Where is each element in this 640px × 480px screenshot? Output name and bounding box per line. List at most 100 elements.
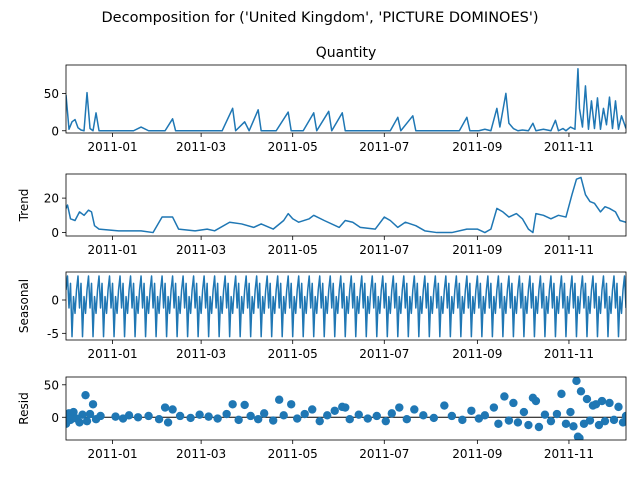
- resid-point: [566, 407, 575, 417]
- resid-point: [509, 398, 518, 408]
- panel-resid: Resid 0 50 2011-01 2011-03 2011-05 2011-07 2011…: [17, 376, 627, 461]
- resid-point: [293, 414, 302, 423]
- resid-point: [234, 415, 243, 425]
- plot-area: [66, 275, 626, 338]
- resid-point: [372, 411, 381, 421]
- resid-point: [552, 409, 562, 419]
- axes-frame: [65, 376, 627, 441]
- y-tick-label: 0: [51, 226, 59, 240]
- resid-point: [609, 415, 619, 425]
- resid-point: [175, 411, 185, 421]
- resid-point: [287, 400, 296, 409]
- axes-frame: [65, 271, 627, 341]
- resid-point: [569, 422, 578, 431]
- resid-point: [546, 416, 556, 426]
- resid-point: [597, 396, 607, 406]
- resid-point: [82, 416, 92, 426]
- trend-line: [66, 176, 626, 234]
- resid-point: [531, 396, 541, 406]
- x-tick-label: 2011-07: [359, 447, 409, 461]
- x-tick-label: 2011-01: [87, 347, 137, 361]
- resid-point: [402, 415, 412, 424]
- resid-point: [614, 402, 623, 412]
- resid-point: [111, 412, 120, 421]
- resid-point: [345, 415, 354, 424]
- resid-point: [186, 413, 195, 423]
- resid-point: [621, 411, 626, 421]
- resid-point: [513, 418, 523, 427]
- axes-frame: [65, 64, 627, 134]
- resid-point: [163, 418, 173, 427]
- resid-point: [524, 420, 533, 430]
- resid-point: [246, 411, 255, 421]
- resid-point: [480, 411, 490, 420]
- resid-point: [561, 419, 571, 428]
- resid-point: [124, 411, 134, 420]
- resid-point: [279, 411, 288, 420]
- resid-point: [85, 409, 95, 419]
- x-tick-label: 2011-05: [268, 447, 318, 461]
- resid-point: [274, 395, 284, 404]
- resid-point: [575, 433, 584, 440]
- resid-point: [69, 407, 78, 417]
- x-tick-label: 2011-05: [268, 347, 318, 361]
- figure-suptitle: Decomposition for ('United Kingdom', 'PI…: [102, 10, 539, 26]
- plot-area: [66, 377, 626, 440]
- resid-point: [341, 403, 350, 412]
- resid-point: [582, 394, 592, 404]
- x-tick-label: 2011-11: [544, 347, 594, 361]
- x-tick-label: 2011-03: [176, 243, 226, 257]
- seasonal-line: [66, 275, 626, 338]
- axes-frame: [65, 173, 627, 237]
- x-tick-label: 2011-09: [452, 447, 502, 461]
- resid-point: [489, 403, 499, 412]
- panel-seasonal: Seasonal -5 0 2011-01 2011-03 2011-05 2011-07 2…: [17, 271, 627, 361]
- resid-point: [300, 409, 309, 419]
- x-tick-label: 2011-01: [87, 140, 137, 154]
- resid-point: [467, 406, 476, 415]
- resid-point: [133, 413, 143, 422]
- y-tick-label: 50: [44, 378, 59, 392]
- resid-point: [323, 411, 332, 420]
- resid-point: [354, 410, 363, 419]
- resid-point: [494, 419, 503, 428]
- resid-point: [618, 418, 626, 427]
- panel-quantity: Quantity 0 50 2011-01 2011-03 2011-05 2011-07 2…: [44, 45, 627, 154]
- resid-point: [440, 401, 449, 410]
- x-tick-label: 2011-09: [452, 347, 502, 361]
- x-tick-label: 2011-07: [359, 347, 409, 361]
- resid-point: [315, 416, 324, 426]
- plot-area: [66, 176, 626, 234]
- resid-point: [259, 409, 269, 418]
- resid-point: [572, 377, 581, 386]
- resid-point: [168, 405, 177, 414]
- y-tick-label: 20: [44, 192, 59, 206]
- resid-point: [429, 413, 439, 423]
- resid-point: [330, 406, 339, 415]
- resid-point: [381, 416, 390, 426]
- resid-point: [504, 416, 514, 425]
- x-tick-label: 2011-03: [176, 347, 226, 361]
- resid-point: [88, 400, 98, 409]
- resid-point: [600, 416, 610, 426]
- x-tick-label: 2011-07: [359, 243, 409, 257]
- resid-point: [585, 416, 595, 425]
- resid-point: [144, 411, 153, 421]
- resid-point: [308, 405, 317, 414]
- resid-point: [534, 422, 544, 432]
- x-tick-label: 2011-09: [452, 140, 502, 154]
- x-tick-label: 2011-03: [176, 447, 226, 461]
- quantity-line: [66, 67, 626, 132]
- resid-point: [75, 418, 84, 427]
- resid-point: [253, 415, 263, 424]
- y-tick-label: 0: [51, 124, 59, 138]
- y-axis-label: Resid: [17, 392, 31, 424]
- resid-point: [195, 410, 204, 419]
- plot-area: [66, 67, 626, 132]
- x-tick-label: 2011-05: [268, 243, 318, 257]
- panel-trend: Trend 0 20 2011-01 2011-03 2011-05 2011-07 2011…: [17, 173, 627, 257]
- x-tick-label: 2011-03: [176, 140, 226, 154]
- resid-point: [213, 414, 222, 423]
- resid-point: [268, 416, 278, 425]
- x-tick-label: 2011-01: [87, 447, 137, 461]
